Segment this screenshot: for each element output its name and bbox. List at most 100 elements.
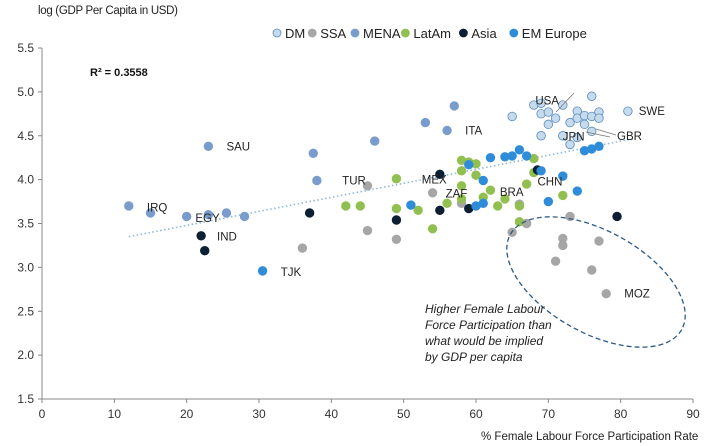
annotation-line-2: Force Participation than — [425, 318, 552, 332]
point-em-europe — [471, 201, 481, 211]
label-usa: USA — [535, 96, 559, 108]
point-em-europe — [507, 151, 517, 161]
x-tick-label: 50 — [397, 407, 411, 421]
r-squared-label: R² = 0.3558 — [90, 67, 148, 79]
point-em-europe — [406, 200, 416, 210]
point-dm — [572, 132, 582, 143]
point-em-europe — [594, 141, 604, 151]
point-em-europe — [536, 166, 546, 176]
point-mena — [442, 125, 452, 136]
point-latam — [391, 174, 402, 184]
point-em-europe — [521, 151, 532, 161]
point-dm — [543, 107, 554, 117]
point-mena — [449, 101, 460, 111]
point-ssa — [594, 236, 604, 246]
legend-label-asia: Asia — [471, 26, 497, 41]
label-irq: IRQ — [147, 203, 168, 215]
legend-marker-asia — [458, 28, 468, 38]
point-latam — [485, 185, 496, 195]
point-mena — [370, 136, 380, 146]
point-dm — [507, 111, 517, 122]
label-swe: SWE — [639, 106, 666, 118]
point-asia — [435, 205, 445, 216]
point-latam — [514, 201, 525, 211]
label-chn: CHN — [537, 176, 562, 188]
point-latam — [427, 224, 438, 234]
legend-label-latam: LatAm — [413, 26, 451, 41]
point-mena — [145, 208, 156, 218]
point-ssa — [558, 233, 568, 244]
point-asia — [612, 211, 622, 222]
point-dm — [543, 119, 554, 130]
x-tick-label: 40 — [325, 407, 339, 421]
annotation-line-4: by GDP per capita — [425, 350, 523, 364]
point-ssa — [427, 188, 438, 198]
point-em-europe — [572, 186, 582, 196]
point-asia — [304, 208, 315, 218]
annotation-ellipse — [506, 216, 686, 348]
point-mena — [420, 117, 431, 128]
point-dm — [565, 117, 575, 128]
point-mena — [308, 148, 318, 159]
x-tick-label: 60 — [469, 407, 483, 421]
point-ssa — [550, 256, 561, 266]
point-ssa — [601, 289, 611, 299]
point-em-europe — [257, 266, 268, 276]
point-mena — [203, 210, 214, 220]
point-latam — [391, 203, 402, 214]
label-mex: MEX — [422, 175, 447, 187]
legend-label-mena: MENA — [363, 26, 401, 41]
label-ita: ITA — [465, 125, 482, 137]
point-em-europe — [558, 171, 568, 181]
point-dm — [579, 119, 590, 130]
leader-line — [595, 128, 617, 136]
annotation-layer: Higher Female Labour Force Participation… — [425, 216, 686, 364]
point-dm — [594, 113, 604, 123]
point-latam — [355, 201, 365, 211]
x-tick-label: 90 — [686, 407, 700, 421]
point-latam — [471, 170, 481, 180]
leader-line — [585, 131, 611, 138]
point-latam — [493, 201, 503, 211]
y-tick-label: 1.5 — [17, 392, 34, 406]
point-em-europe — [543, 196, 554, 207]
annotation-line-1: Higher Female Labour — [425, 302, 545, 316]
point-latam — [514, 217, 525, 227]
point-mena — [312, 175, 322, 186]
label-sau: SAU — [226, 141, 250, 153]
point-dm — [536, 131, 546, 141]
point-layer — [124, 91, 633, 299]
x-tick-label: 0 — [39, 407, 46, 421]
point-em-europe — [514, 145, 525, 155]
legend-label-ssa: SSA — [320, 26, 346, 41]
point-latam — [413, 205, 423, 216]
x-tick-label: 70 — [542, 407, 556, 421]
point-em-europe — [478, 175, 488, 186]
point-em-europe — [485, 152, 496, 163]
point-mena — [181, 211, 192, 222]
label-egy: EGY — [195, 213, 220, 225]
point-latam — [558, 190, 568, 201]
point-em-europe — [464, 160, 474, 170]
point-ssa — [362, 181, 373, 191]
point-latam — [442, 198, 452, 209]
legend-marker-latam — [400, 28, 410, 38]
y-tick-label: 4.0 — [17, 173, 34, 187]
legend-marker-ssa — [307, 28, 317, 38]
axis-layer: 1.5 2.0 2.5 3.0 3.5 4.0 4.5 5.0 5.5 0 10 20 30 40 50 60… — [17, 41, 700, 421]
point-dm — [565, 139, 575, 150]
y-axis-title: log (GDP Per Capita in USD) — [38, 5, 178, 17]
point-dm — [587, 91, 597, 101]
legend-label-em-europe: EM Europe — [522, 26, 587, 41]
y-tick-label: 2.0 — [17, 348, 34, 362]
label-moz: MOZ — [624, 289, 650, 301]
point-mena — [203, 141, 214, 151]
point-mena — [124, 201, 134, 211]
point-asia — [435, 169, 445, 180]
y-tick-label: 5.0 — [17, 85, 34, 99]
y-tick-label: 3.5 — [17, 217, 34, 231]
point-dm — [550, 113, 561, 123]
point-latam — [456, 194, 467, 204]
point-mena — [221, 208, 232, 218]
